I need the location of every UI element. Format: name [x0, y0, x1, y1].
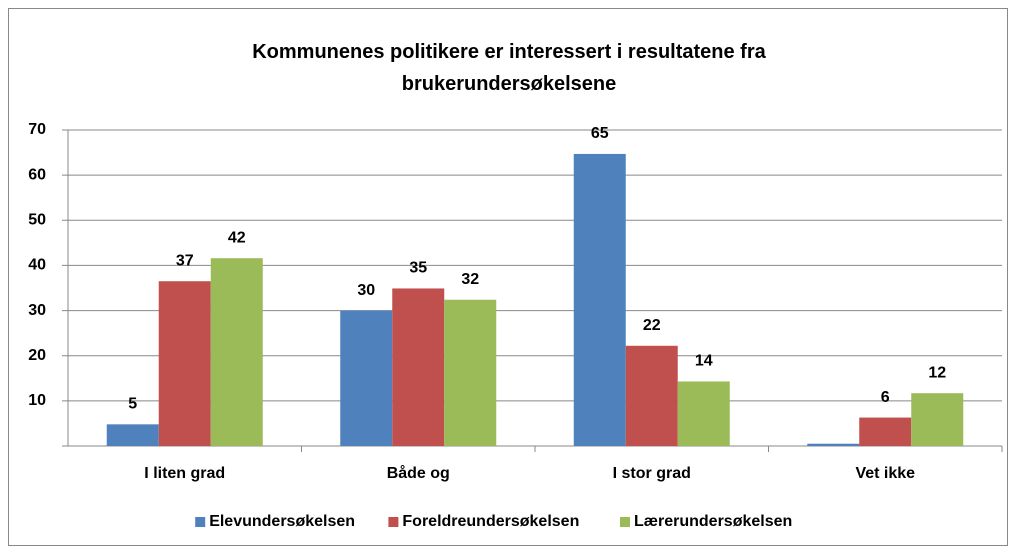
bar — [807, 443, 860, 446]
bar — [677, 381, 730, 446]
legend-label: Lærerundersøkelsen — [634, 513, 792, 530]
bar — [444, 299, 497, 446]
legend-label: Foreldreundersøkelsen — [402, 513, 579, 530]
bar — [859, 417, 912, 446]
chart-title: Kommunenes politikere er interessert i r… — [252, 41, 766, 95]
data-label: 35 — [409, 260, 427, 277]
y-tick-label: 10 — [28, 392, 46, 409]
x-tick-label: Både og — [387, 464, 450, 482]
legend-swatch — [620, 517, 630, 527]
y-tick-label: 30 — [28, 302, 46, 319]
y-tick-label: 40 — [28, 257, 46, 274]
x-tick-label: I liten grad — [144, 465, 225, 482]
data-label: 30 — [357, 282, 375, 299]
data-label: 32 — [461, 271, 479, 288]
data-label: 37 — [176, 252, 194, 269]
legend-swatch — [195, 517, 206, 527]
legend-label: Elevundersøkelsen — [209, 513, 355, 530]
bar — [106, 424, 159, 446]
data-label: 6 — [881, 389, 890, 406]
bar — [158, 281, 211, 446]
y-tick-label: 20 — [28, 347, 46, 364]
data-label: 12 — [928, 364, 946, 381]
bar — [625, 345, 678, 446]
data-label: 42 — [228, 229, 246, 246]
bar — [210, 258, 263, 446]
bar — [573, 153, 626, 446]
x-tick-label: I stor grad — [613, 465, 691, 482]
bar — [911, 393, 964, 446]
data-label: 5 — [128, 396, 137, 413]
bar — [340, 310, 393, 446]
bar — [392, 288, 445, 446]
y-tick-label: 60 — [28, 166, 46, 183]
y-tick-label: 70 — [28, 121, 46, 138]
data-label: 22 — [643, 317, 661, 334]
y-tick-label: 50 — [28, 212, 46, 229]
x-tick-label: Vet ikke — [855, 465, 915, 482]
chart-frame — [8, 8, 1008, 546]
data-label: 14 — [695, 353, 713, 370]
legend-swatch — [388, 517, 399, 527]
data-label: 65 — [591, 125, 609, 142]
